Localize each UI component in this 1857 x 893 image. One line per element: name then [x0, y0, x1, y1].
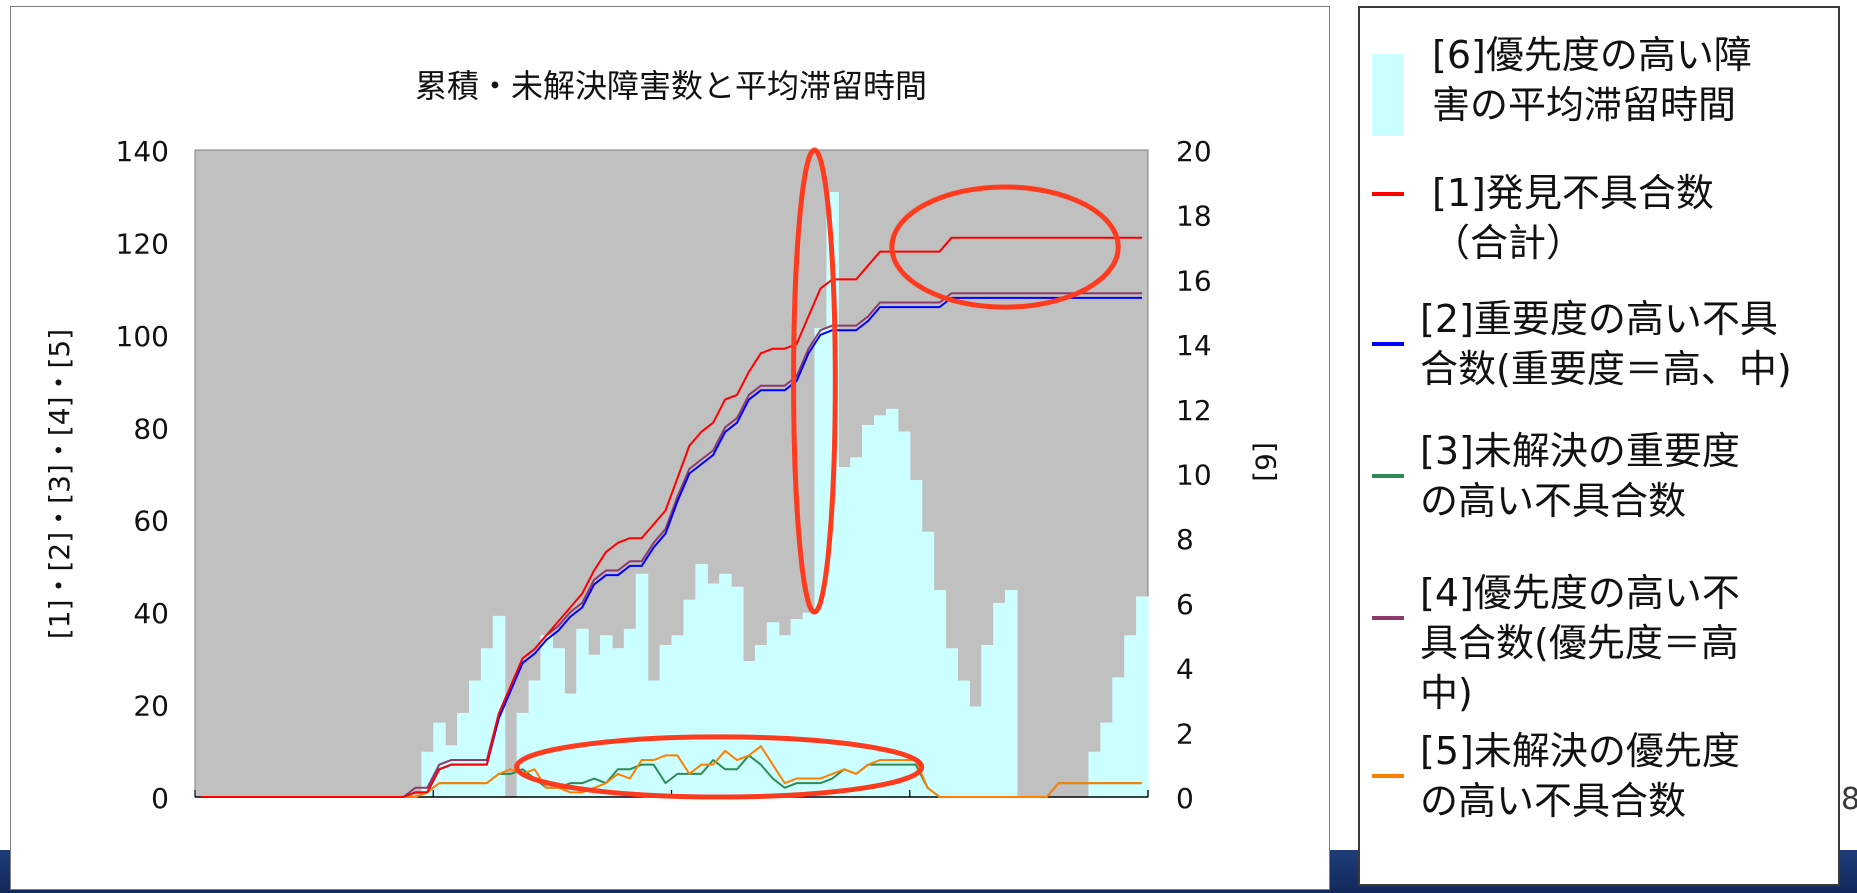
bar-6	[528, 680, 542, 797]
bar-6	[552, 648, 565, 797]
bar-6	[540, 635, 553, 797]
y-tick-label-right: 18	[1176, 200, 1212, 233]
bar-6	[862, 424, 875, 797]
y-tick-label-right: 16	[1176, 264, 1212, 297]
bar-6	[635, 573, 649, 797]
bar-6	[600, 635, 613, 797]
y-tick-label-left: 120	[116, 227, 169, 260]
y-tick-label-right: 0	[1176, 782, 1194, 815]
y-tick-label-right: 10	[1176, 459, 1212, 492]
bar-6	[468, 680, 482, 797]
bar-6	[921, 531, 935, 797]
bar-6	[576, 628, 589, 797]
annotation-ellipse	[889, 184, 1121, 310]
bar-6	[838, 467, 851, 797]
y-tick-label-right: 6	[1176, 588, 1194, 621]
annotation-ellipse	[514, 734, 925, 800]
bar-6	[695, 564, 708, 797]
legend-panel: [6]優先度の高い障 害の平均滞留時間 [1]発見不具合数 （合計） [2]重要度の…	[1358, 6, 1840, 886]
chart-svg: 累積・未解決障害数と平均滞留時間 0 20 40 60 80 100 120 140 0 2 4 6 8…	[43, 67, 1282, 815]
y-tick-label-right: 12	[1176, 394, 1212, 427]
bar-6	[981, 644, 994, 797]
bar-6	[790, 619, 804, 797]
bar-6	[623, 628, 637, 797]
y-tick-label-left: 140	[116, 135, 169, 168]
y-tick-label-right: 14	[1176, 329, 1212, 362]
legend-label: [1]発見不具合数 （合計）	[1432, 171, 1714, 265]
bar-6	[754, 644, 768, 797]
bar-6	[1112, 677, 1125, 797]
legend-line-swatch-icon	[1372, 474, 1404, 478]
legend-label: [5]未解決の優先度 の高い不具合数	[1420, 729, 1740, 823]
y-tick-label-left: 60	[133, 505, 169, 538]
bar-6	[731, 586, 744, 797]
bar-6	[433, 722, 446, 797]
legend-label: [2]重要度の高い不具 合数(重要度＝高、中)	[1420, 297, 1792, 391]
y-tick-label-right: 20	[1176, 135, 1212, 168]
bar-6	[1124, 635, 1137, 797]
line-series-1	[200, 236, 1143, 798]
y-tick-label-right: 8	[1176, 523, 1194, 556]
legend-line-swatch-icon	[1372, 616, 1404, 620]
y-tick-label-left: 20	[133, 690, 169, 723]
bar-6	[707, 583, 720, 797]
legend-label: [6]優先度の高い障 害の平均滞留時間	[1432, 33, 1752, 127]
bar-6	[480, 648, 494, 797]
bar-6	[909, 479, 923, 797]
bar-6	[588, 654, 601, 797]
bar-6	[1088, 751, 1101, 797]
bar-6	[742, 661, 756, 797]
bar-6	[1100, 722, 1113, 797]
y-axis-right-label: [6]	[1249, 442, 1282, 482]
y-tick-label-left: 0	[151, 782, 169, 815]
legend-label: [3]未解決の重要度 の高い不具合数	[1420, 429, 1740, 523]
bar-6	[850, 457, 863, 797]
legend-line-swatch-icon	[1372, 342, 1404, 346]
bar-6	[659, 644, 673, 797]
bar-6	[611, 648, 625, 797]
bar-6	[945, 648, 958, 797]
bar-6	[802, 612, 816, 797]
chart-panel: 累積・未解決障害数と平均滞留時間 0 20 40 60 80 100 120 140 0 2 4 6 8…	[10, 6, 1330, 890]
bar-6	[766, 622, 780, 797]
y-tick-label-left: 40	[133, 597, 169, 630]
bar-6	[492, 615, 506, 797]
legend-line-swatch-icon	[1372, 774, 1404, 778]
chart-title: 累積・未解決障害数と平均滞留時間	[415, 67, 927, 105]
bar-6	[445, 745, 458, 797]
bar-6	[814, 327, 827, 797]
bar-6	[897, 431, 911, 797]
bar-6	[874, 415, 887, 797]
legend-bar-swatch-icon	[1372, 54, 1404, 136]
legend-line-swatch-icon	[1372, 192, 1404, 196]
legend-label: [4]優先度の高い不 具合数(優先度＝高 中)	[1420, 571, 1740, 715]
bar-6	[457, 712, 470, 797]
bar-6	[933, 589, 947, 797]
y-tick-label-right: 2	[1176, 717, 1194, 750]
plot-area: 0 20 40 60 80 100 120 140 0 2 4 6 8 10 12 14 16 18 20	[116, 135, 1212, 815]
bar-6	[719, 573, 732, 797]
bar-6	[1136, 596, 1149, 797]
y-tick-label-left: 100	[116, 320, 169, 353]
y-tick-label-right: 4	[1176, 653, 1194, 686]
bar-6	[957, 680, 970, 797]
bar-6	[885, 408, 899, 797]
bar-6	[671, 635, 685, 797]
page-number: 8	[1841, 782, 1857, 817]
bar-6	[1005, 589, 1018, 797]
bar-6	[683, 599, 696, 797]
annotation-ellipse	[791, 147, 838, 615]
bar-6	[778, 635, 792, 797]
y-tick-label-left: 80	[133, 412, 169, 445]
bar-6	[969, 706, 982, 797]
y-axis-left-label: [1]・[2]・[3]・[4]・[5]	[43, 329, 76, 639]
bar-6	[993, 602, 1006, 797]
